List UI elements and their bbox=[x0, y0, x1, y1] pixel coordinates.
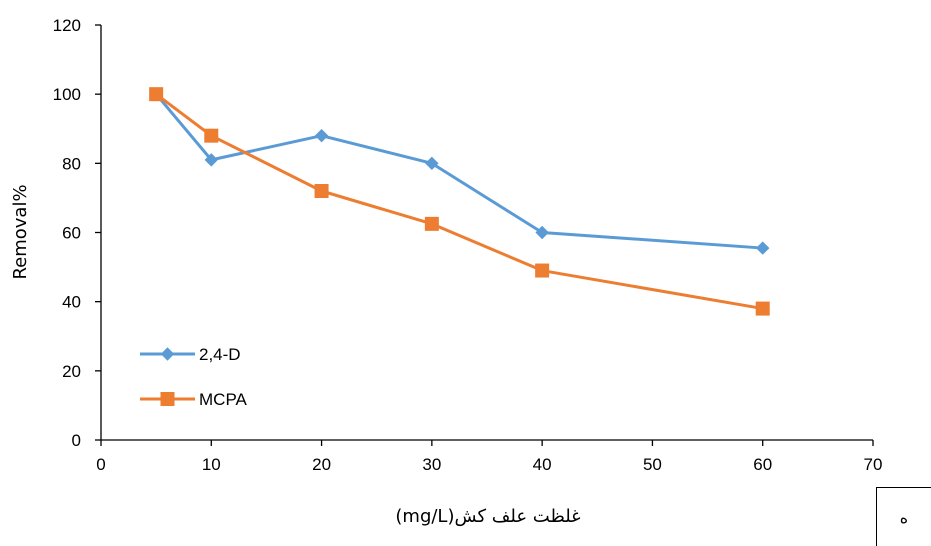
x-tick-label: 50 bbox=[643, 455, 662, 474]
y-tick-label: 120 bbox=[53, 16, 81, 35]
data-point-mcpa bbox=[149, 87, 164, 102]
y-tick-label: 0 bbox=[72, 431, 81, 450]
series-line-2-4-d bbox=[154, 93, 763, 250]
y-tick-label: 100 bbox=[53, 85, 81, 104]
data-point-mcpa bbox=[314, 184, 329, 198]
data-point-2-4-d bbox=[756, 241, 770, 255]
x-tick-label: 70 bbox=[864, 455, 883, 474]
x-tick-label: 60 bbox=[753, 455, 772, 474]
x-tick-label: 0 bbox=[96, 455, 105, 474]
series-line-mcpa bbox=[155, 92, 763, 311]
data-point-mcpa bbox=[204, 128, 219, 143]
legend-marker-mcpa bbox=[160, 392, 175, 406]
series-layer bbox=[149, 87, 770, 316]
data-point-2-4-d bbox=[535, 225, 549, 240]
data-point-mcpa bbox=[535, 263, 550, 278]
tick-labels: 0 10 20 30 40 50 60 70 0 20 40 60 80 100 120 bbox=[53, 16, 883, 474]
legend-marker-2-4-d bbox=[160, 347, 175, 361]
x-tick-label: 30 bbox=[422, 455, 441, 474]
legend-item-mcpa: MCPA bbox=[140, 390, 248, 409]
data-point-mcpa bbox=[755, 301, 770, 316]
data-point-2-4-d bbox=[204, 153, 218, 167]
panel-label-box: ه bbox=[876, 487, 931, 546]
x-tick-label: 20 bbox=[312, 455, 331, 474]
legend-label-mcpa: MCPA bbox=[199, 390, 248, 409]
legend-label-2-4-d: 2,4-D bbox=[199, 345, 241, 364]
y-tick-label: 60 bbox=[62, 224, 81, 243]
panel-label: ه bbox=[899, 507, 909, 527]
axes bbox=[95, 24, 874, 446]
series-mcpa bbox=[149, 87, 770, 316]
x-tick-label: 10 bbox=[202, 455, 221, 474]
series-2-4-d bbox=[149, 87, 770, 255]
x-tick-label: 40 bbox=[533, 455, 552, 474]
y-tick-label: 80 bbox=[62, 154, 81, 173]
legend: 2,4-D MCPA bbox=[140, 345, 248, 409]
y-axis-title: Removal% bbox=[10, 184, 31, 279]
legend-item-2-4-d: 2,4-D bbox=[140, 345, 241, 364]
x-axis-title: غلظت علف کش(mg/L) bbox=[395, 506, 580, 527]
data-point-2-4-d bbox=[314, 128, 329, 143]
y-tick-label: 40 bbox=[62, 293, 81, 312]
data-point-2-4-d bbox=[425, 156, 439, 171]
data-point-mcpa bbox=[424, 216, 439, 231]
y-tick-label: 20 bbox=[62, 362, 81, 381]
